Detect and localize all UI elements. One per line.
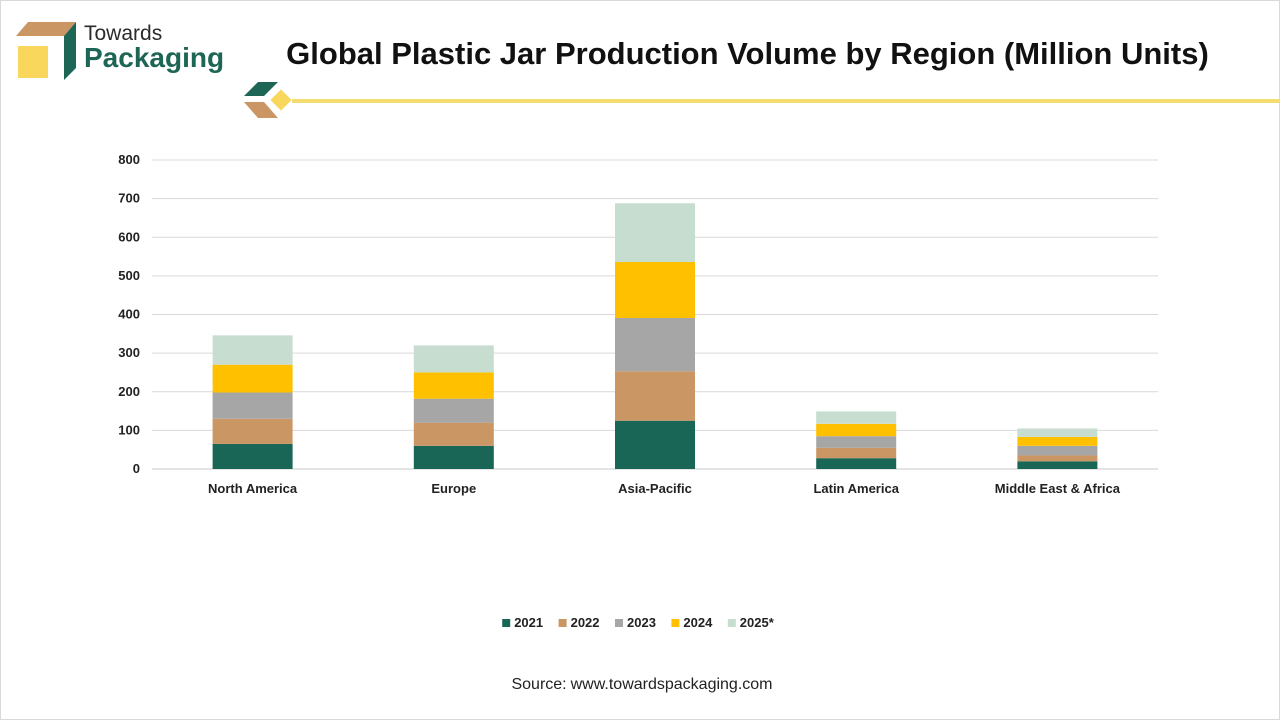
x-tick-label: Asia-Pacific (618, 481, 692, 496)
y-tick-label: 600 (118, 229, 140, 244)
bar-segment (413, 372, 494, 399)
box-logo-icon (16, 22, 76, 80)
bar-segment (615, 420, 695, 469)
brand-name-line1: Towards (84, 22, 163, 45)
legend-item: 2024 (671, 615, 713, 630)
bar-segment (212, 392, 293, 419)
bar-segment (413, 345, 494, 373)
legend-label: 2025* (740, 615, 775, 630)
y-tick-label: 300 (118, 345, 140, 360)
bar-segment (816, 411, 897, 424)
bar-segment (1017, 436, 1098, 446)
y-axis: 0 100 200 300 400 500 600 700 800 (118, 152, 140, 476)
brand-logo: Towards Packaging (16, 22, 246, 82)
bar-segment (816, 458, 897, 469)
bar-segment (615, 261, 695, 318)
x-axis: North America Europe Asia-Pacific Latin Ame… (208, 481, 1121, 496)
legend-label: 2024 (683, 615, 713, 630)
y-tick-label: 200 (118, 384, 140, 399)
y-tick-label: 500 (118, 268, 140, 283)
y-tick-label: 700 (118, 191, 140, 206)
bar-segment (615, 203, 695, 262)
legend-swatch (727, 619, 736, 627)
legend: 2021 2022 2023 2024 2025* (502, 615, 775, 630)
bars (212, 203, 1098, 469)
x-tick-label: Middle East & Africa (995, 481, 1121, 496)
chart-title: Global Plastic Jar Production Volume by … (286, 36, 1209, 71)
bar-segment (816, 447, 897, 459)
x-tick-label: Latin America (813, 481, 899, 496)
y-tick-label: 800 (118, 152, 140, 167)
legend-swatch (558, 619, 567, 627)
source-note: Source: www.towardspackaging.com (0, 676, 1280, 694)
divider-tan-chevron (244, 102, 278, 118)
legend-label: 2023 (627, 615, 656, 630)
bar-segment (1017, 461, 1098, 469)
bar-segment (1017, 445, 1098, 456)
bar-segment (615, 371, 695, 421)
source-url[interactable]: www.towardspackaging.com (570, 676, 773, 693)
x-tick-label: Europe (431, 481, 476, 496)
source-label: Source: (511, 676, 567, 693)
y-tick-label: 0 (133, 461, 140, 476)
bar-segment (413, 398, 494, 423)
bar-segment (1017, 455, 1098, 462)
legend-label: 2022 (571, 615, 600, 630)
title-divider (244, 82, 1280, 118)
divider-diamond-icon (267, 86, 295, 114)
legend-swatch (502, 619, 511, 627)
bar-segment (413, 422, 494, 446)
bar-segment (212, 418, 293, 444)
bar-segment (212, 364, 293, 393)
legend-label: 2021 (514, 615, 543, 630)
legend-item: 2021 (502, 615, 543, 630)
brand-name-line2: Packaging (84, 42, 225, 73)
x-tick-label: North America (208, 481, 298, 496)
bar-segment (816, 436, 897, 448)
legend-item: 2025* (727, 615, 775, 630)
bar-segment (615, 317, 695, 372)
bar-segment (1017, 428, 1098, 437)
y-tick-label: 100 (118, 422, 140, 437)
legend-swatch (615, 619, 623, 627)
bar-segment (413, 445, 494, 469)
divider-green-chevron (244, 82, 278, 96)
bar-segment (816, 423, 897, 437)
divider-line (292, 99, 1280, 103)
legend-swatch (671, 619, 680, 627)
legend-item: 2022 (558, 615, 600, 630)
bar-segment (212, 335, 293, 365)
bar-segment (212, 443, 293, 469)
y-tick-label: 400 (118, 307, 140, 322)
legend-item: 2023 (615, 615, 656, 630)
